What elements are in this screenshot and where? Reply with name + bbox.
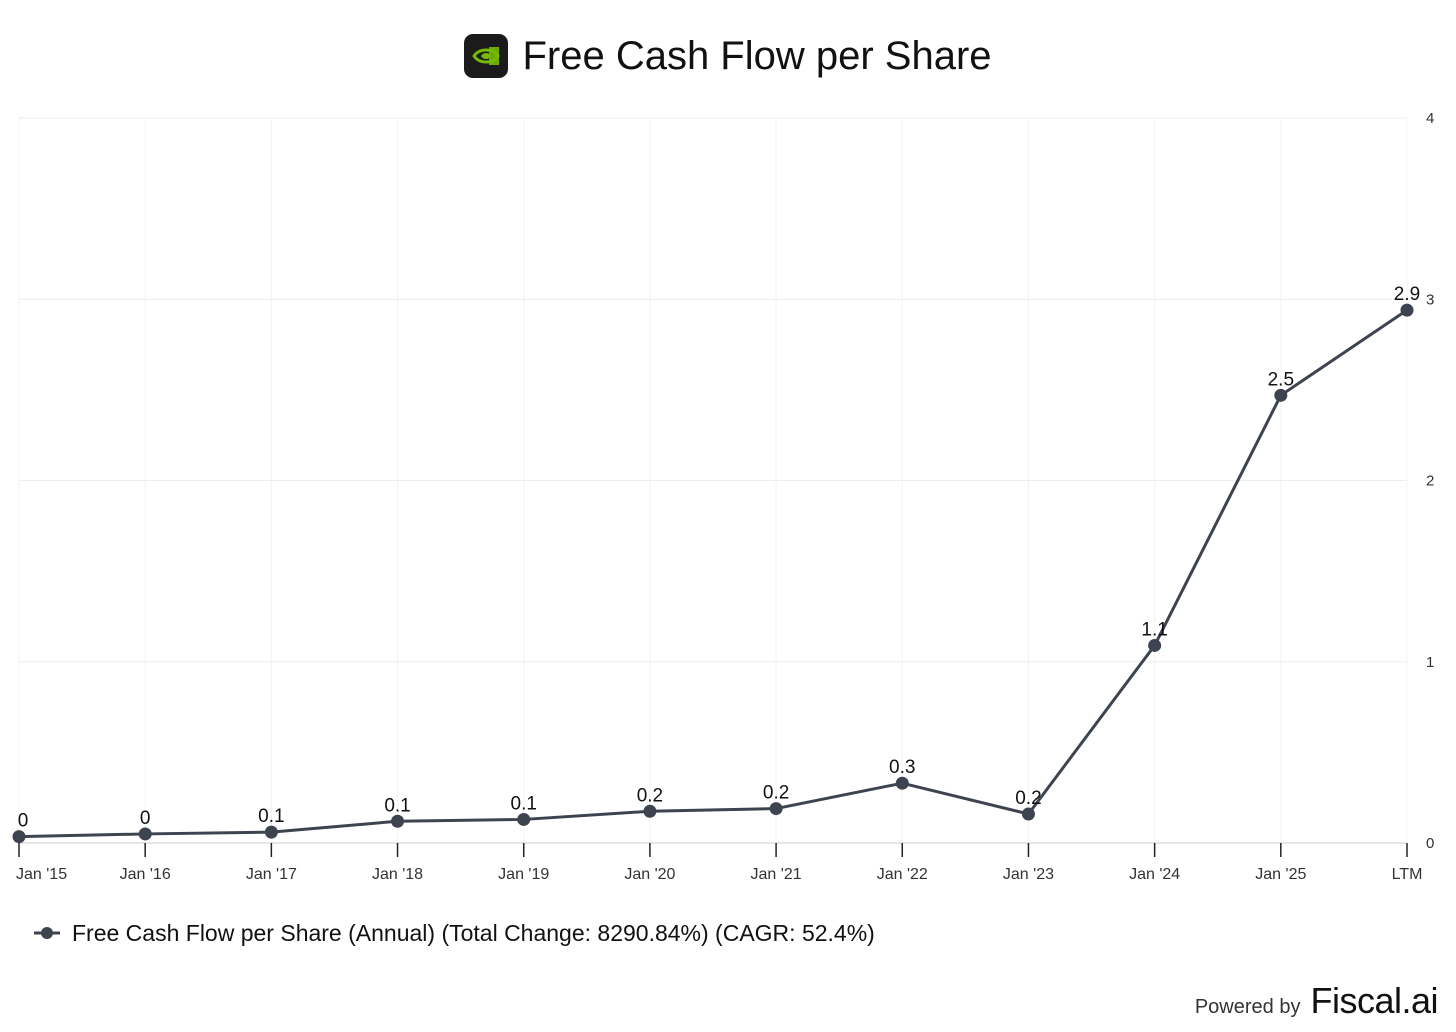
data-point — [1400, 303, 1414, 317]
data-point — [1274, 388, 1288, 402]
data-label: 0.3 — [889, 757, 915, 778]
data-label: 0 — [18, 811, 29, 832]
data-label: 0.1 — [384, 795, 410, 816]
x-tick-label: Jan '25 — [1255, 866, 1306, 883]
series-line — [18, 308, 1408, 839]
data-point — [138, 827, 152, 841]
y-tick-label: 0 — [1426, 835, 1434, 852]
footer-branding: Powered by Fiscal.ai — [1194, 980, 1439, 1022]
powered-by-text: Powered by — [1194, 996, 1301, 1018]
brand-logo-text: Fiscal.ai — [1310, 980, 1438, 1021]
data-point — [643, 804, 657, 818]
y-tick-label: 4 — [1426, 110, 1434, 127]
x-tick-label: Jan '19 — [498, 866, 549, 883]
data-label: 0 — [140, 808, 151, 829]
chart-grid — [18, 117, 1408, 843]
data-point — [769, 802, 783, 816]
y-tick-label: 2 — [1426, 473, 1434, 490]
chart-legend[interactable]: Free Cash Flow per Share (Annual) (Total… — [32, 918, 875, 948]
legend-label: Free Cash Flow per Share (Annual) (Total… — [72, 919, 875, 946]
data-label: 0.1 — [258, 806, 284, 827]
data-labels: 0 0 0.1 0.1 0.1 0.2 0.2 0.3 0.2 1.1 2.5 2.9 — [18, 284, 1421, 832]
data-point — [1148, 638, 1162, 652]
line-chart: 0 1 2 3 4 Jan '15 Jan '16 Jan '17 Jan '18 Jan '19… — [12, 110, 1434, 883]
x-tick-label: LTM — [1392, 866, 1423, 883]
data-point — [264, 825, 278, 839]
x-tick-label: Jan '23 — [1003, 866, 1054, 883]
nvidia-logo-icon — [464, 34, 509, 78]
data-label: 0.2 — [1015, 788, 1041, 809]
chart-header: Free Cash Flow per Share — [0, 28, 1456, 84]
x-tick-label: Jan '17 — [246, 866, 297, 883]
x-tick-label: Jan '18 — [372, 866, 423, 883]
data-point — [12, 830, 26, 844]
x-tick-label: Jan '24 — [1129, 866, 1180, 883]
chart-axes: 0 1 2 3 4 Jan '15 Jan '16 Jan '17 Jan '18 Jan '19… — [16, 110, 1434, 883]
data-point — [391, 814, 405, 828]
data-label: 0.2 — [637, 785, 663, 806]
data-label: 0.1 — [511, 793, 537, 814]
x-tick-label: Jan '22 — [877, 866, 928, 883]
data-label: 2.9 — [1394, 284, 1420, 305]
y-tick-label: 1 — [1426, 654, 1434, 671]
x-tick-label: Jan '16 — [120, 866, 171, 883]
x-tick-label: Jan '15 — [16, 866, 67, 883]
y-tick-label: 3 — [1426, 291, 1434, 308]
data-label: 2.5 — [1268, 369, 1294, 390]
data-point — [517, 812, 531, 826]
chart-series — [12, 303, 1414, 844]
legend-marker-icon — [34, 927, 60, 939]
data-label: 1.1 — [1141, 619, 1167, 640]
chart-title: Free Cash Flow per Share — [522, 33, 992, 78]
x-tick-label: Jan '20 — [624, 866, 675, 883]
x-tick-label: Jan '21 — [751, 866, 802, 883]
data-point — [1021, 807, 1035, 821]
data-label: 0.2 — [763, 783, 789, 804]
data-point — [895, 776, 909, 790]
